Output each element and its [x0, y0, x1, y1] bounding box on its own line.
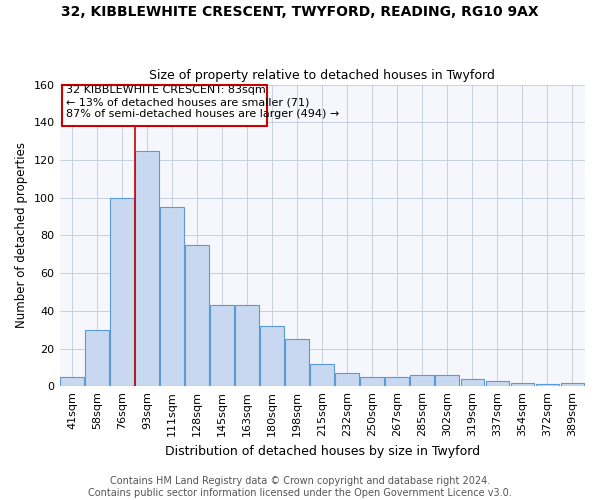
Bar	[536, 384, 559, 386]
Bar	[310, 364, 334, 386]
Bar	[385, 377, 409, 386]
Bar	[560, 382, 584, 386]
Bar	[110, 198, 134, 386]
Bar	[461, 379, 484, 386]
Text: 32 KIBBLEWHITE CRESCENT: 83sqm
← 13% of detached houses are smaller (71)
87% of : 32 KIBBLEWHITE CRESCENT: 83sqm ← 13% of …	[66, 86, 339, 118]
Bar	[210, 305, 234, 386]
Text: Contains HM Land Registry data © Crown copyright and database right 2024.
Contai: Contains HM Land Registry data © Crown c…	[88, 476, 512, 498]
FancyBboxPatch shape	[62, 84, 267, 126]
Bar	[235, 305, 259, 386]
Text: 32, KIBBLEWHITE CRESCENT, TWYFORD, READING, RG10 9AX: 32, KIBBLEWHITE CRESCENT, TWYFORD, READI…	[61, 5, 539, 19]
Bar	[485, 380, 509, 386]
Bar	[60, 377, 84, 386]
Bar	[410, 375, 434, 386]
Bar	[335, 373, 359, 386]
Bar	[286, 339, 309, 386]
Y-axis label: Number of detached properties: Number of detached properties	[15, 142, 28, 328]
Bar	[160, 207, 184, 386]
Bar	[185, 245, 209, 386]
Bar	[511, 382, 535, 386]
Bar	[260, 326, 284, 386]
X-axis label: Distribution of detached houses by size in Twyford: Distribution of detached houses by size …	[165, 444, 480, 458]
Bar	[135, 150, 159, 386]
Title: Size of property relative to detached houses in Twyford: Size of property relative to detached ho…	[149, 69, 495, 82]
Bar	[436, 375, 459, 386]
Bar	[85, 330, 109, 386]
Bar	[361, 377, 384, 386]
